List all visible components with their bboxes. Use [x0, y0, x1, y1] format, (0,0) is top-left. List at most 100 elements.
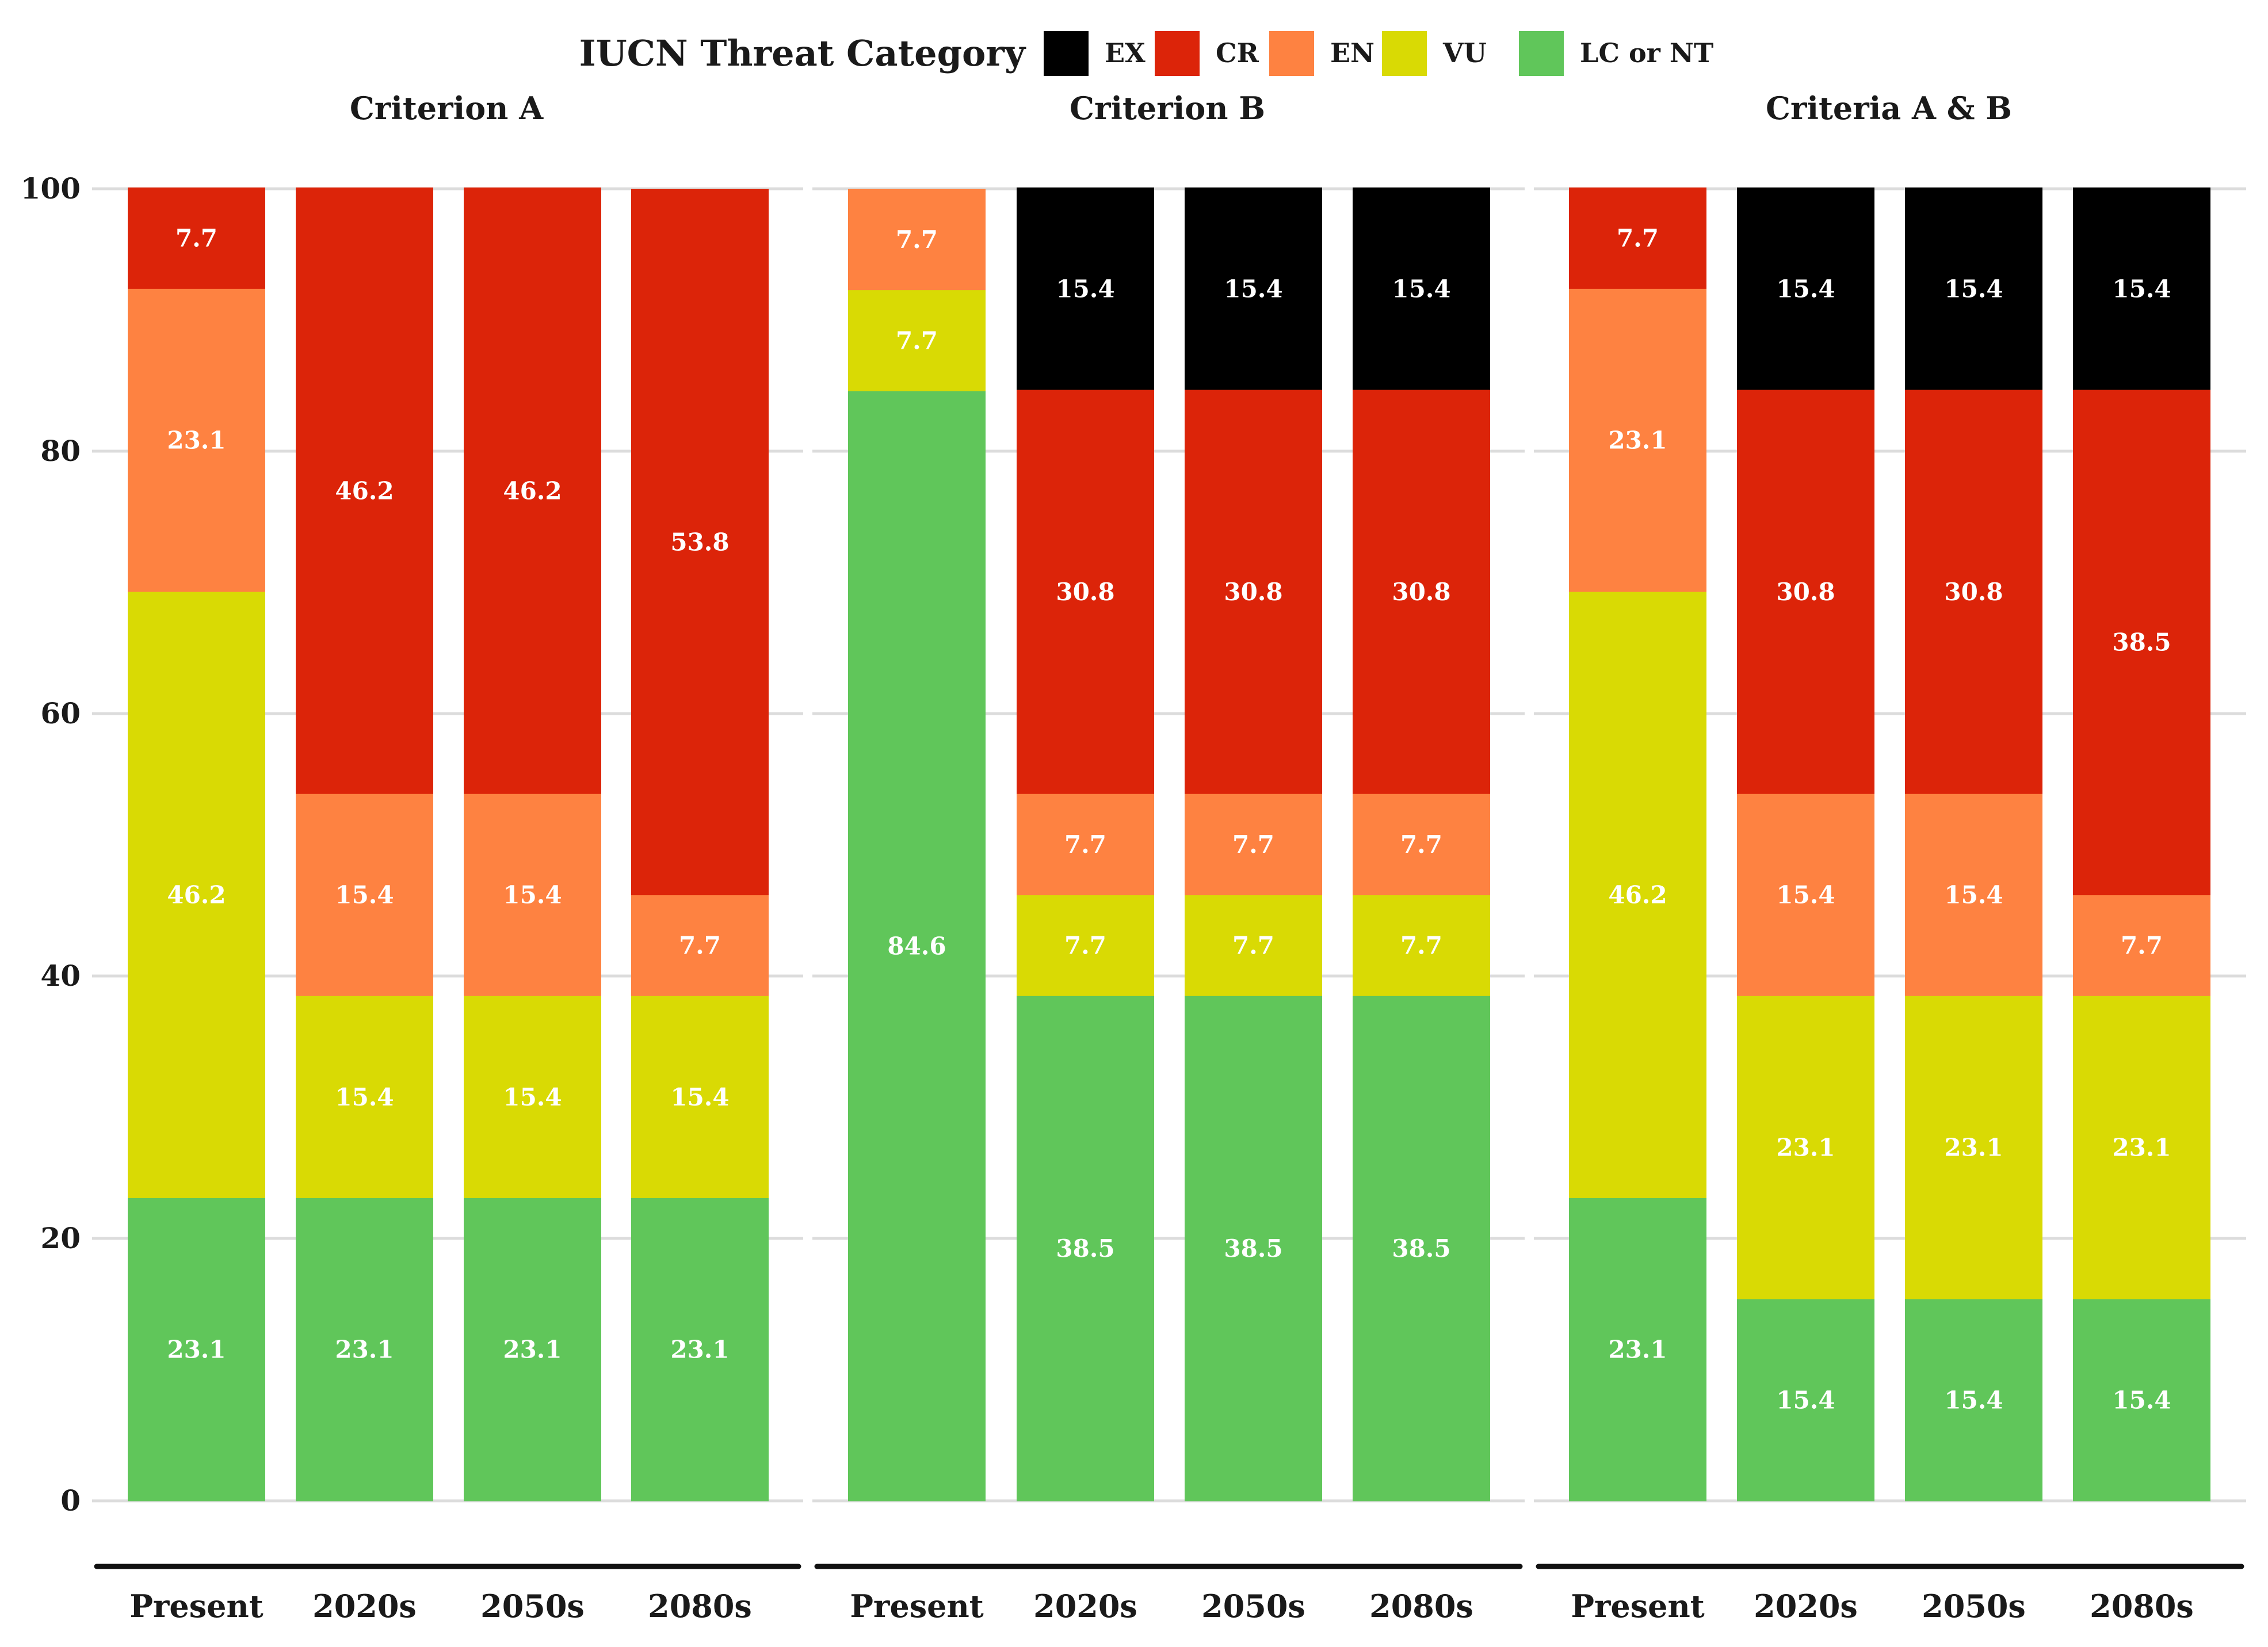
y-axis: 0 20 40 60 80 100 — [21, 171, 81, 1518]
data-label-ex-2050s: 15.4 — [1224, 274, 1282, 303]
segment-en-present — [1569, 288, 1706, 592]
facet-titles: Criterion A Criterion B Criteria A & B — [350, 90, 2012, 127]
segment-vu-2020s — [1737, 996, 1874, 1299]
legend-label-cr: CR — [1216, 37, 1259, 68]
segment-cr-present — [1569, 187, 1706, 289]
segment-vu-present — [128, 591, 265, 1198]
segment-cr-2080s — [2073, 389, 2210, 895]
segment-en-2050s — [464, 794, 601, 996]
bar-criteria-a-b-2080s: 15.4 23.1 7.7 38.5 15.4 — [2073, 187, 2210, 1501]
segment-cr-2020s — [296, 187, 433, 794]
x-tick-label-2020s: 2020s — [312, 1588, 417, 1625]
segment-lc-2050s — [464, 1198, 601, 1501]
legend-label-ex: EX — [1105, 37, 1146, 68]
data-label-ex-2020s: 15.4 — [1056, 274, 1114, 303]
data-label-ex-2080s: 15.4 — [1392, 274, 1450, 303]
data-label-en-2050s: 15.4 — [503, 881, 562, 909]
segment-ex-2050s — [1905, 187, 2042, 390]
segment-cr-2080s — [631, 189, 769, 895]
legend: IUCN Threat Category EX CR EN VU LC or NT — [579, 31, 1713, 76]
data-label-cr-2050s: 30.8 — [1944, 578, 2003, 606]
data-label-vu-2080s: 23.1 — [2112, 1134, 2171, 1162]
data-label-lc-2050s: 38.5 — [1224, 1234, 1282, 1263]
segment-lc-2020s — [1017, 996, 1154, 1501]
bar-criterion-a-2080s: 23.1 15.4 7.7 53.8 — [631, 189, 769, 1501]
segment-lc-2050s — [1905, 1298, 2042, 1501]
segment-vu-2050s — [464, 996, 601, 1198]
data-label-en-2080s: 7.7 — [2121, 931, 2163, 959]
data-label-lc-2080s: 38.5 — [1392, 1234, 1450, 1263]
data-label-cr-2020s: 30.8 — [1056, 578, 1114, 606]
x-tick-label-2020s: 2020s — [1754, 1588, 1858, 1625]
data-label-lc-2020s: 23.1 — [335, 1336, 394, 1364]
segment-cr-2080s — [1353, 389, 1490, 794]
data-label-ex-2020s: 15.4 — [1776, 274, 1835, 303]
segment-ex-2050s — [1185, 187, 1322, 390]
legend-swatch-vu — [1382, 31, 1427, 76]
data-label-cr-2080s: 53.8 — [670, 528, 729, 556]
data-label-lc-present: 23.1 — [1608, 1336, 1667, 1364]
y-tick-label-0: 0 — [60, 1484, 81, 1518]
segment-lc-present — [128, 1198, 265, 1501]
x-tick-label-present: Present — [129, 1588, 263, 1625]
facet-title-criterion-b: Criterion B — [1070, 90, 1265, 127]
segment-en-2080s — [2073, 894, 2210, 996]
bar-criterion-b-2080s: 38.5 7.7 7.7 30.8 15.4 — [1353, 187, 1490, 1501]
segment-cr-2050s — [1185, 389, 1322, 794]
segment-ex-2020s — [1017, 187, 1154, 390]
data-label-en-2020s: 15.4 — [1776, 881, 1835, 909]
segment-en-2080s — [631, 894, 769, 996]
x-tick-label-2050s: 2050s — [1922, 1588, 2026, 1625]
segment-vu-2020s — [1017, 894, 1154, 996]
x-tick-label-2050s: 2050s — [1201, 1588, 1305, 1625]
segment-vu-2080s — [1353, 894, 1490, 996]
data-label-vu-present: 7.7 — [896, 326, 938, 354]
data-label-cr-2020s: 46.2 — [335, 476, 394, 505]
bar-criteria-a-b-2050s: 15.4 23.1 15.4 30.8 15.4 — [1905, 187, 2042, 1501]
segment-vu-present — [1569, 591, 1706, 1198]
data-label-cr-present: 7.7 — [175, 224, 217, 253]
segment-ex-2080s — [1353, 187, 1490, 390]
data-label-en-2020s: 15.4 — [335, 881, 394, 909]
segment-cr-2050s — [464, 187, 601, 794]
segment-cr-present — [128, 187, 265, 289]
y-tick-label-60: 60 — [40, 696, 81, 730]
data-label-en-present: 23.1 — [1608, 426, 1667, 455]
data-label-lc-2080s: 15.4 — [2112, 1386, 2171, 1414]
legend-swatch-en — [1269, 31, 1314, 76]
bar-criterion-a-present: 23.1 46.2 23.1 7.7 — [128, 187, 265, 1501]
legend-swatch-ex — [1044, 31, 1089, 76]
bar-criterion-a-2020s: 23.1 15.4 15.4 46.2 — [296, 187, 433, 1501]
x-axis: Present 2020s 2050s 2080s Present 2020s 2050s 2… — [94, 1564, 2244, 1625]
x-tick-label-2020s: 2020s — [1033, 1588, 1137, 1625]
segment-lc-2080s — [631, 1198, 769, 1501]
segment-cr-2050s — [1905, 389, 2042, 794]
legend-swatch-cr — [1155, 31, 1200, 76]
segment-vu-2050s — [1185, 894, 1322, 996]
data-label-lc-2050s: 15.4 — [1944, 1386, 2003, 1414]
segment-en-2020s — [1017, 794, 1154, 895]
segment-en-2050s — [1185, 794, 1322, 895]
data-label-en-2080s: 7.7 — [679, 931, 721, 959]
facet-title-criterion-a: Criterion A — [350, 90, 544, 127]
data-label-ex-2050s: 15.4 — [1944, 274, 2003, 303]
x-tick-label-2050s: 2050s — [480, 1588, 585, 1625]
data-label-vu-2050s: 23.1 — [1944, 1134, 2003, 1162]
x-tick-label-2080s: 2080s — [648, 1588, 752, 1625]
legend-label-vu: VU — [1442, 37, 1487, 68]
segment-vu-2080s — [2073, 996, 2210, 1299]
segment-cr-2020s — [1017, 389, 1154, 794]
y-tick-label-80: 80 — [40, 434, 81, 468]
data-label-cr-2050s: 46.2 — [503, 476, 562, 505]
data-label-vu-present: 46.2 — [1608, 881, 1667, 909]
x-tick-label-present: Present — [1571, 1588, 1704, 1625]
data-label-en-2050s: 15.4 — [1944, 881, 2003, 909]
data-label-cr-2050s: 30.8 — [1224, 578, 1282, 606]
legend-label-en: EN — [1330, 37, 1374, 68]
x-tick-label-present: Present — [850, 1588, 983, 1625]
x-tick-label-2080s: 2080s — [1369, 1588, 1473, 1625]
segment-vu-present — [848, 289, 986, 391]
y-tick-label-20: 20 — [40, 1221, 81, 1255]
